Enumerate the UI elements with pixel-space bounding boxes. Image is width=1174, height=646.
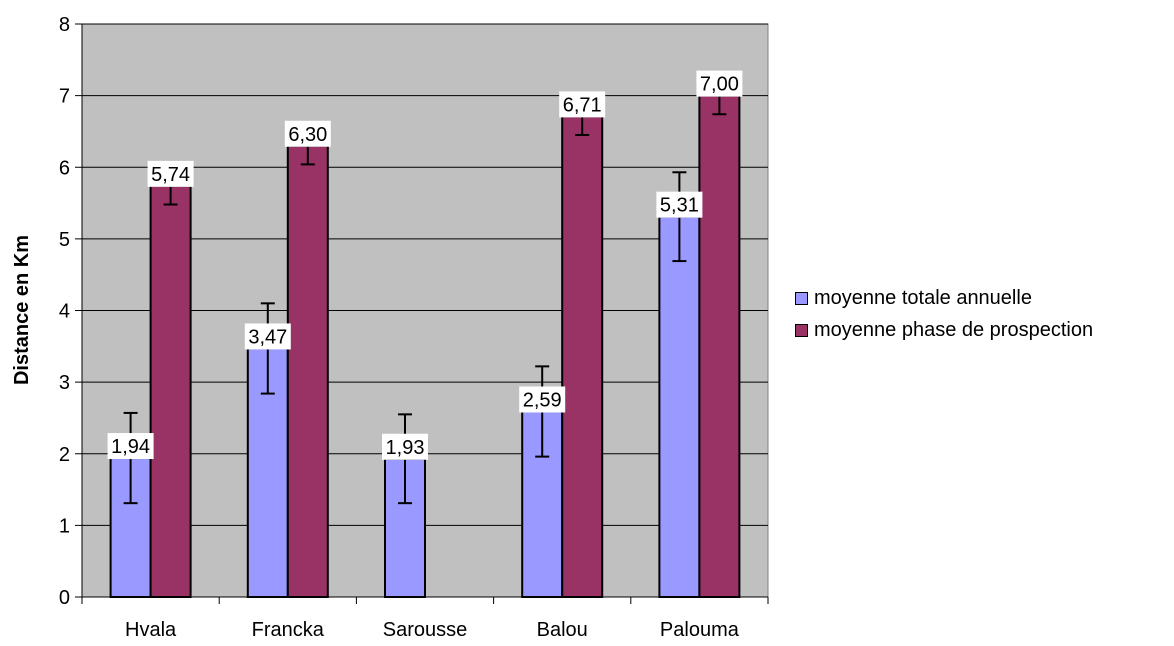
- legend: moyenne totale annuelle moyenne phase de…: [795, 282, 1093, 346]
- data-label-background: [147, 160, 194, 187]
- x-tick-label: Balou: [537, 619, 588, 641]
- data-label: 1,93: [386, 437, 425, 459]
- data-label-background: [284, 120, 331, 147]
- data-label: 5,74: [151, 164, 190, 186]
- legend-item-prospection: moyenne phase de prospection: [795, 314, 1093, 346]
- gridlines: [82, 23, 768, 526]
- data-label-background: [696, 70, 743, 97]
- data-label: 3,47: [248, 326, 287, 348]
- data-label-background: [244, 323, 291, 350]
- data-label: 6,71: [563, 94, 602, 116]
- y-tick-label: 4: [59, 301, 70, 323]
- data-label-background: [107, 433, 154, 460]
- bar: [698, 94, 741, 598]
- bar: [658, 215, 701, 598]
- axes: 0 1 2 3 4 5 6 7 8 Hvala Francka Sarousse Balou Paloum…: [59, 14, 769, 641]
- data-label: 6,30: [288, 124, 327, 146]
- y-tick-label: 8: [59, 14, 70, 36]
- data-label-background: [559, 91, 606, 118]
- x-tick-label: Sarousse: [383, 619, 468, 641]
- legend-label-annual: moyenne totale annuelle: [814, 286, 1032, 309]
- y-axis-title: Distance en Km: [11, 235, 33, 385]
- y-tick-label: 1: [59, 515, 70, 537]
- bar: [149, 184, 192, 598]
- y-tick-label: 6: [59, 157, 70, 179]
- y-tick-label: 3: [59, 372, 70, 394]
- data-label: 1,94: [111, 436, 150, 458]
- bar: [561, 115, 604, 599]
- bar: [286, 144, 329, 598]
- data-label: 2,59: [523, 389, 562, 411]
- y-tick-label: 7: [59, 86, 70, 108]
- data-labels: 1,94 3,47 1,93 2,59 5,31 5,74 6,30 6,71 7,00: [107, 70, 743, 460]
- x-tick-label: Hvala: [125, 619, 177, 641]
- data-label-background: [656, 191, 703, 218]
- legend-item-annual: moyenne totale annuelle: [795, 282, 1093, 314]
- legend-swatch-annual: [795, 291, 808, 305]
- data-label-background: [382, 433, 428, 460]
- x-tick-label: Francka: [252, 619, 325, 641]
- legend-swatch-prospection: [795, 323, 808, 337]
- y-tick-label: 5: [59, 229, 70, 251]
- data-label-background: [519, 386, 566, 413]
- data-label: 5,31: [660, 195, 699, 217]
- legend-label-prospection: moyenne phase de prospection: [814, 318, 1094, 341]
- x-tick-label: Palouma: [660, 619, 740, 641]
- data-label: 7,00: [700, 74, 739, 96]
- y-tick-label: 0: [59, 587, 70, 609]
- y-tick-label: 2: [59, 444, 70, 466]
